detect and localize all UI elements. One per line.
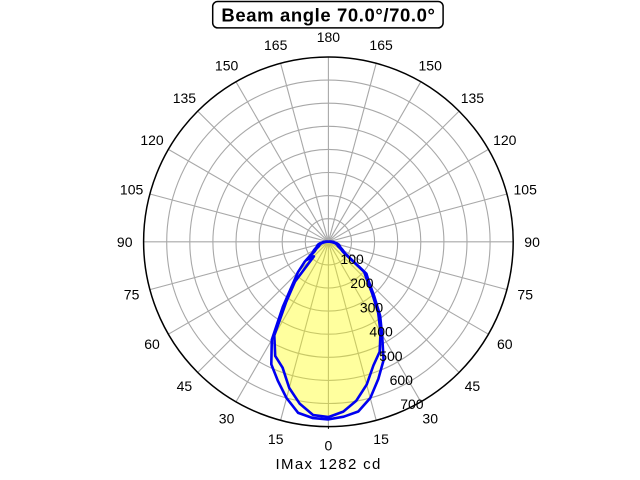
svg-text:45: 45 [177,378,193,394]
svg-text:15: 15 [268,431,284,447]
svg-text:150: 150 [215,58,239,74]
svg-text:60: 60 [497,336,513,352]
svg-text:105: 105 [120,181,144,197]
svg-text:45: 45 [465,378,481,394]
svg-text:500: 500 [379,348,403,364]
svg-text:30: 30 [422,410,438,426]
svg-text:15: 15 [373,431,389,447]
svg-text:165: 165 [369,37,393,53]
svg-text:75: 75 [517,287,533,303]
svg-text:0: 0 [325,438,333,454]
svg-text:30: 30 [219,410,235,426]
svg-text:105: 105 [514,181,538,197]
svg-text:100: 100 [340,251,364,267]
svg-text:Beam angle 70.0°/70.0°: Beam angle 70.0°/70.0° [221,4,435,25]
svg-text:200: 200 [350,275,374,291]
svg-text:180: 180 [317,29,341,45]
svg-text:135: 135 [173,90,197,106]
svg-text:90: 90 [117,234,133,250]
svg-text:700: 700 [400,396,424,412]
svg-text:150: 150 [419,58,443,74]
svg-text:IMax 1282 cd: IMax 1282 cd [275,456,381,473]
svg-text:135: 135 [461,90,485,106]
svg-text:120: 120 [493,132,517,148]
svg-text:75: 75 [124,287,140,303]
svg-text:120: 120 [140,132,164,148]
svg-text:90: 90 [524,234,540,250]
svg-text:300: 300 [360,299,384,315]
svg-text:60: 60 [144,336,160,352]
svg-text:400: 400 [369,324,393,340]
svg-text:600: 600 [390,372,414,388]
svg-text:165: 165 [264,37,288,53]
